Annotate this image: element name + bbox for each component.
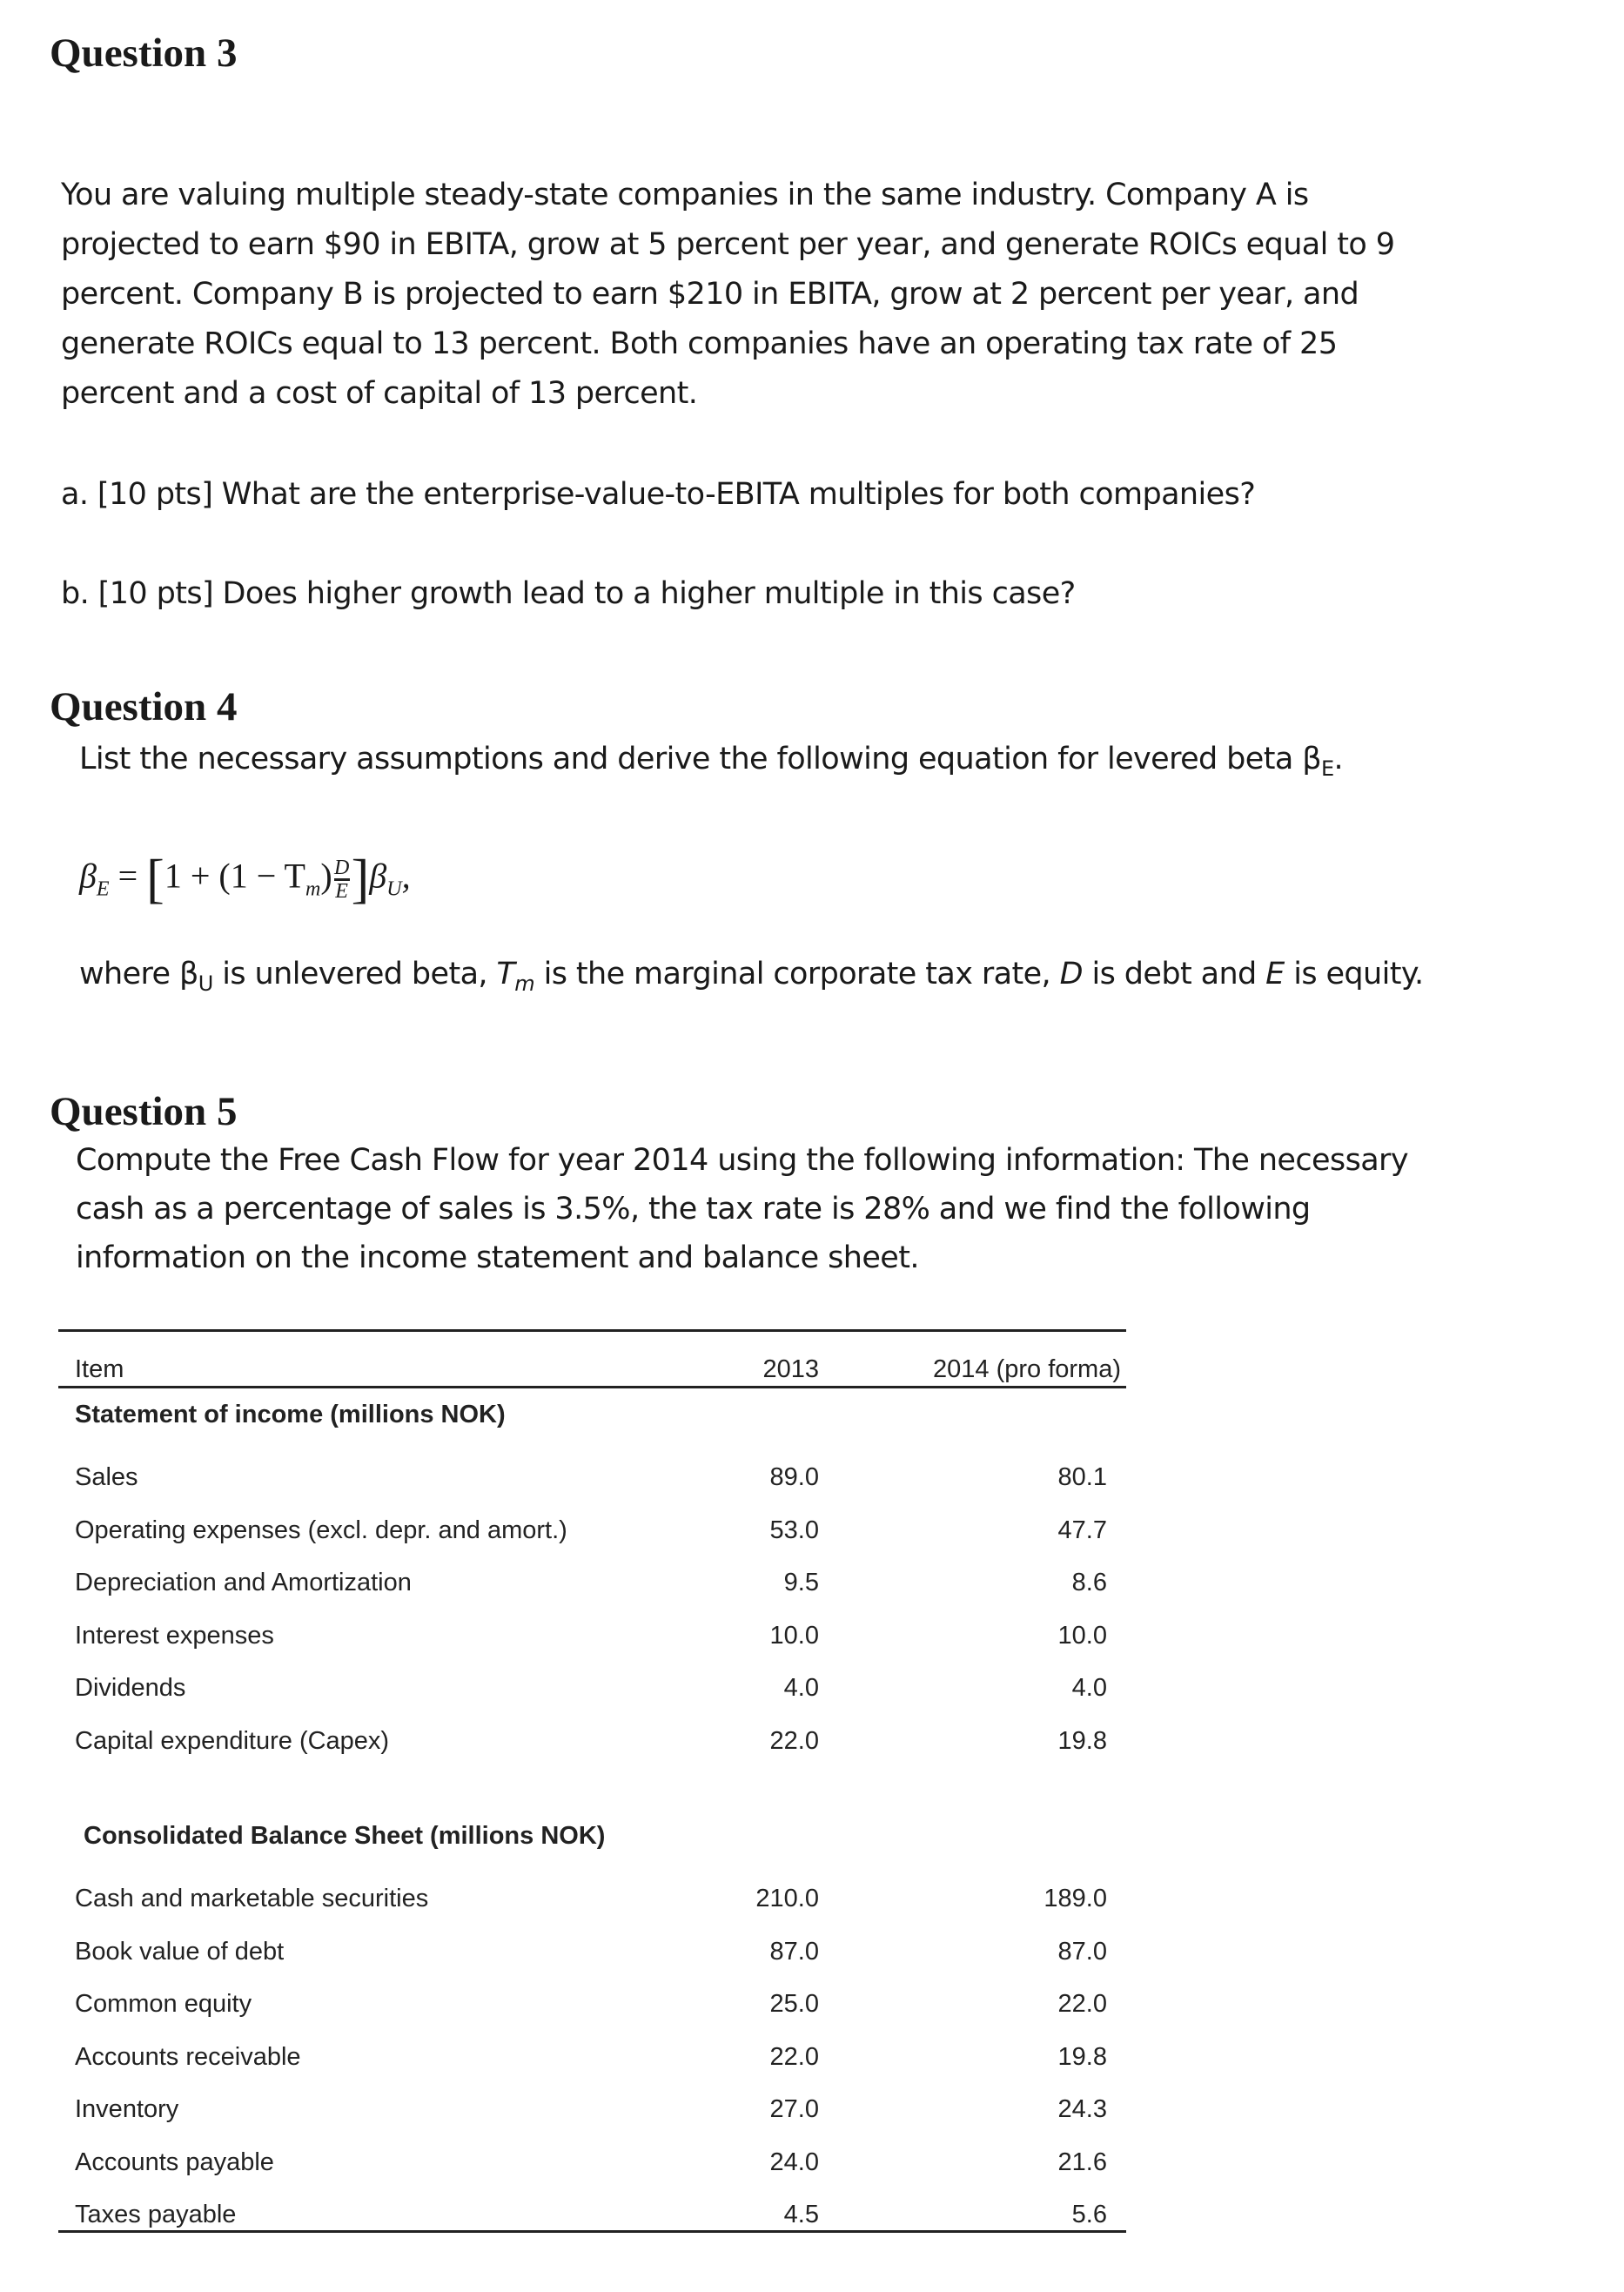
t: D <box>1059 957 1084 991</box>
header-rule <box>58 1386 1126 1388</box>
row-label: Interest expenses <box>75 1621 274 1650</box>
value-2013: 27.0 <box>769 2095 819 2123</box>
row-label: Taxes payable <box>75 2201 237 2228</box>
text-line: percent and a cost of capital of 13 perc… <box>61 376 698 411</box>
row-label: Depreciation and Amortization <box>75 1569 412 1596</box>
sub: m <box>305 877 321 901</box>
t: is equity. <box>1284 957 1424 991</box>
row-label: Operating expenses (excl. depr. and amor… <box>75 1516 567 1544</box>
text-line: cash as a percentage of sales is 3.5%, t… <box>76 1192 1311 1227</box>
row-label: Accounts payable <box>75 2147 274 2176</box>
equals: = <box>109 856 147 896</box>
intro-sub: E <box>1320 756 1334 781</box>
value-2013: 4.0 <box>783 1674 819 1702</box>
header-2014: 2014 (pro forma) <box>933 1355 1121 1383</box>
question-4-intro: List the necessary assumptions and deriv… <box>79 742 1344 781</box>
question-4-heading: Question 4 <box>50 684 238 729</box>
intro-text: List the necessary assumptions and deriv… <box>79 742 1322 776</box>
value-2013: 87.0 <box>769 1937 819 1966</box>
bracket: ] <box>351 850 370 909</box>
text-line: Compute the Free Cash Flow for year 2014… <box>76 1143 1409 1178</box>
question-3b: b. [10 pts] Does higher growth lead to a… <box>61 576 1076 611</box>
row-label: Sales <box>75 1463 138 1491</box>
value-2014: 19.8 <box>1057 1726 1107 1755</box>
value-2013: 89.0 <box>769 1463 819 1491</box>
row-label: Cash and marketable securities <box>75 1885 429 1912</box>
balance-section-title: Consolidated Balance Sheet (millions NOK… <box>84 1822 606 1850</box>
income-section-title: Statement of income (millions NOK) <box>75 1401 506 1428</box>
beta-e: β <box>79 856 97 896</box>
question-5-heading: Question 5 <box>50 1089 238 1134</box>
value-2014: 8.6 <box>1071 1569 1107 1596</box>
text-line: You are valuing multiple steady-state co… <box>61 178 1309 212</box>
value-2013: 22.0 <box>769 2042 819 2071</box>
denominator: E <box>335 880 348 903</box>
row-label: Dividends <box>75 1674 186 1702</box>
text-line: generate ROICs equal to 13 percent. Both… <box>61 326 1338 361</box>
sub: E <box>96 877 110 901</box>
header-2013: 2013 <box>762 1355 819 1383</box>
value-2013: 210.0 <box>755 1885 819 1912</box>
text-line: projected to earn $90 in EBITA, grow at … <box>61 227 1395 262</box>
value-2014: 47.7 <box>1057 1516 1107 1544</box>
row-label: Accounts receivable <box>75 2042 301 2071</box>
numerator: D <box>333 857 350 879</box>
t: T <box>496 957 515 991</box>
text-line: information on the income statement and … <box>76 1240 919 1275</box>
levered-beta-formula: βE = [1 + (1 − Tm) D E]βU, <box>79 849 411 911</box>
table-top-rule <box>58 1329 1126 1332</box>
value-2013: 24.0 <box>769 2147 819 2176</box>
value-2013: 22.0 <box>769 1726 819 1755</box>
value-2014: 24.3 <box>1057 2095 1107 2123</box>
value-2014: 10.0 <box>1057 1621 1107 1650</box>
paren: ) <box>320 856 332 896</box>
value-2014: 189.0 <box>1044 1885 1107 1912</box>
row-label: Common equity <box>75 1990 252 2018</box>
value-2013: 4.5 <box>783 2201 819 2228</box>
row-label: Capital expenditure (Capex) <box>75 1726 390 1755</box>
t: where β <box>79 957 198 991</box>
question-3-heading: Question 3 <box>50 30 238 76</box>
value-2013: 10.0 <box>769 1621 819 1650</box>
value-2013: 53.0 <box>769 1516 819 1544</box>
value-2014: 4.0 <box>1071 1674 1107 1702</box>
value-2013: 25.0 <box>769 1990 819 2018</box>
row-label: Book value of debt <box>75 1937 285 1966</box>
comma: , <box>401 856 411 896</box>
t: is debt and <box>1082 957 1266 991</box>
text-line: percent. Company B is projected to earn … <box>61 277 1359 312</box>
question-3a: a. [10 pts] What are the enterprise-valu… <box>61 477 1256 512</box>
sub: U <box>386 877 402 901</box>
bracket: [ <box>146 850 164 909</box>
sub: U <box>198 971 214 996</box>
value-2014: 19.8 <box>1057 2042 1107 2071</box>
value-2014: 21.6 <box>1057 2147 1107 2176</box>
t: E <box>1265 957 1285 991</box>
value-2014: 80.1 <box>1057 1463 1107 1491</box>
t: is the marginal corporate tax rate, <box>534 957 1060 991</box>
table-bottom-rule <box>58 2230 1126 2233</box>
value-2014: 87.0 <box>1057 1937 1107 1966</box>
value-2013: 9.5 <box>783 1569 819 1596</box>
formula-body: 1 + (1 − T <box>164 856 305 896</box>
value-2014: 5.6 <box>1071 2201 1107 2228</box>
header-item: Item <box>75 1355 124 1383</box>
value-2014: 22.0 <box>1057 1990 1107 2018</box>
intro-end: . <box>1333 742 1344 776</box>
t: is unlevered beta, <box>212 957 497 991</box>
beta-u: β <box>369 856 387 896</box>
question-4-where: where βU is unlevered beta, Tm is the ma… <box>79 957 1424 996</box>
row-label: Inventory <box>75 2095 179 2123</box>
sub: m <box>514 971 535 996</box>
